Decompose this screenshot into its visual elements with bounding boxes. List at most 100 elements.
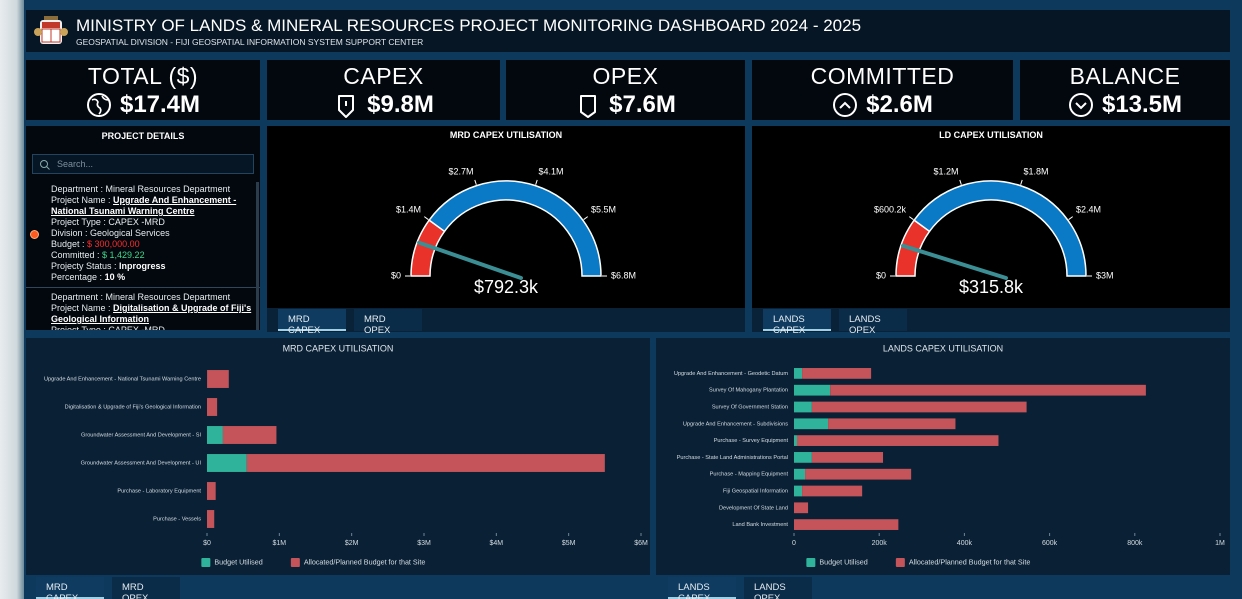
kpi-value-row: $2.6M (752, 91, 1013, 119)
field-row: Project Type : CAPEX -MRD (51, 325, 252, 330)
gauge-tick (424, 217, 428, 220)
x-tick-label: 1M (1215, 540, 1225, 547)
bar-chart: MRD CAPEX UTILISATIONUpgrade And Enhance… (26, 338, 650, 575)
down-icon (1070, 94, 1092, 116)
field-value: $ 300,000.00 (87, 239, 140, 249)
kpi-icon (86, 92, 112, 118)
project-item[interactable]: Department : Mineral Resources Departmen… (26, 292, 260, 330)
field-row: Project Name : Upgrade And Enhancement -… (51, 195, 252, 217)
category-label: Purchase - Survey Equipment (714, 438, 789, 444)
category-label: Groundwater Assessment And Development -… (81, 460, 202, 466)
tab[interactable]: MRD OPEX (112, 577, 180, 599)
category-label: Purchase - State Land Administrations Po… (677, 455, 788, 461)
field-label: Division : (51, 228, 88, 238)
field-value: CAPEX -MRD (108, 325, 165, 330)
kpi-value: $9.8M (367, 91, 434, 119)
category-label: Survey Of Mahogany Plantation (709, 388, 788, 394)
kpi-card: TOTAL ($)$17.4M (26, 60, 260, 120)
x-tick-label: $2M (345, 540, 359, 547)
category-label: Digitalisation & Upgrade of Fiji's Geolo… (65, 404, 201, 410)
bar-segment (207, 398, 217, 416)
x-tick-label: $3M (417, 540, 431, 547)
field-row: Project Type : CAPEX -MRD (51, 217, 252, 228)
search-box[interactable]: Search... (32, 154, 254, 174)
tab[interactable]: LANDS OPEX (839, 309, 907, 331)
category-label: Groundwater Assessment And Development -… (81, 432, 201, 438)
x-tick-label: 400k (957, 540, 973, 547)
x-tick-label: $0 (203, 540, 211, 547)
gauge-tick (1021, 180, 1023, 185)
legend-label: Allocated/Planned Budget for that Site (909, 557, 1030, 566)
field-label: Project Name : (51, 195, 111, 205)
search-placeholder: Search... (57, 159, 93, 169)
bar-segment (223, 426, 277, 444)
bar-segment (207, 454, 247, 472)
logo (34, 14, 68, 48)
dashboard-title: MINISTRY OF LANDS & MINERAL RESOURCES PR… (76, 16, 861, 36)
bar-segment (794, 469, 805, 480)
gauge-tick-label: $1.8M (1023, 167, 1048, 177)
search-icon (39, 159, 51, 171)
kpi-label: OPEX (506, 63, 745, 90)
field-value: Mineral Resources Department (106, 184, 231, 194)
gauge-needle (903, 246, 1006, 278)
kpi-value-row: $17.4M (26, 91, 260, 119)
up-chevron (840, 103, 850, 108)
kpi-value: $13.5M (1102, 91, 1182, 119)
field-label: Project Type : (51, 217, 106, 227)
field-value: Mineral Resources Department (106, 292, 231, 302)
bar-segment (207, 426, 223, 444)
legend-label: Budget Utilised (819, 557, 867, 566)
tab[interactable]: MRD CAPEX (278, 309, 346, 331)
field-label: Projecty Status : (51, 261, 117, 271)
x-tick-label: $1M (273, 540, 287, 547)
category-label: Land Bank Investment (732, 522, 788, 528)
kpi-label: BALANCE (1020, 63, 1230, 90)
kpi-icon (832, 92, 858, 118)
bar-segment (207, 510, 214, 528)
gauge-tick-label: $2.7M (449, 167, 474, 177)
bar-segment (794, 486, 802, 497)
dashboard: MINISTRY OF LANDS & MINERAL RESOURCES PR… (0, 0, 1242, 599)
x-tick-label: 0 (792, 540, 796, 547)
x-tick-label: 200k (872, 540, 888, 547)
field-label: Budget : (51, 239, 85, 249)
legend-label: Budget Utilised (214, 557, 262, 566)
scrollbar[interactable] (256, 182, 259, 330)
kpi-card: OPEX$7.6M (506, 60, 745, 120)
tab[interactable]: LANDS CAPEX (668, 577, 736, 599)
kpi-label: CAPEX (267, 63, 500, 90)
x-tick-label: $6M (634, 540, 648, 547)
field-row: Projecty Status : Inprogress (51, 261, 252, 272)
map-strip (0, 0, 24, 599)
field-label: Percentage : (51, 272, 102, 282)
tab[interactable]: LANDS CAPEX (763, 309, 831, 331)
gauge-tick-label: $1.2M (934, 167, 959, 177)
field-value: 10 % (105, 272, 126, 282)
gauge-band (429, 181, 601, 276)
field-row: Percentage : 10 % (51, 272, 252, 283)
gauge-title: LD CAPEX UTILISATION (939, 130, 1043, 140)
selected-dot (30, 230, 39, 239)
field-value: $ 1,429.22 (102, 250, 145, 260)
bar-segment (830, 385, 1146, 396)
bar-segment (794, 435, 797, 446)
legend-swatch (896, 558, 905, 567)
gauge-value: $315.8k (959, 277, 1024, 297)
gauge-panel: LD CAPEX UTILISATION$0$600.2k$1.2M$1.8M$… (752, 126, 1230, 308)
bar-segment (794, 452, 812, 463)
field-value: Geological Services (90, 228, 170, 238)
category-label: Fiji Geospatial Information (723, 488, 788, 494)
tab[interactable]: LANDS OPEX (744, 577, 812, 599)
kpi-value-row: $13.5M (1020, 91, 1230, 119)
tab[interactable]: MRD OPEX (354, 309, 422, 331)
project-item[interactable]: Department : Mineral Resources Departmen… (26, 184, 260, 288)
bar-segment (794, 402, 812, 413)
bar-segment (794, 418, 828, 429)
bar-segment (794, 368, 802, 379)
gauge-title: MRD CAPEX UTILISATION (450, 130, 562, 140)
tab[interactable]: MRD CAPEX (36, 577, 104, 599)
gauge-chart: LD CAPEX UTILISATION$0$600.2k$1.2M$1.8M$… (752, 126, 1230, 308)
